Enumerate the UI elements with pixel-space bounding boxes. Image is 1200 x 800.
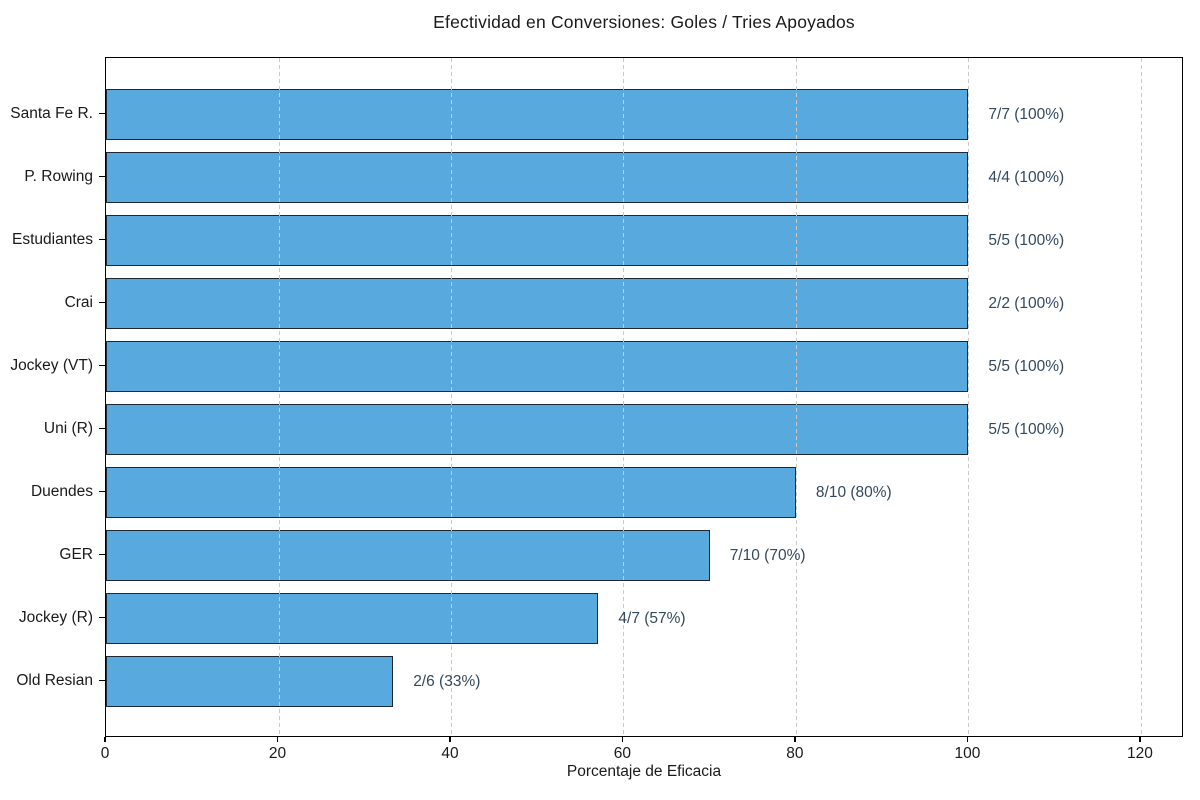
- bar-duendes: [106, 467, 796, 518]
- grid-line: [1140, 58, 1142, 736]
- bar-p-rowing: [106, 152, 969, 203]
- y-tick-mark: [99, 427, 105, 430]
- y-tick-mark: [99, 490, 105, 493]
- y-tick-mark: [99, 238, 105, 241]
- bar-estudiantes: [106, 215, 969, 266]
- x-axis-label: Porcentaje de Eficacia: [566, 763, 722, 780]
- grid-line: [968, 58, 970, 736]
- bar-value-label: 4/7 (57%): [618, 609, 686, 627]
- bar-value-label: 5/5 (100%): [988, 231, 1065, 249]
- y-tick-label: GER: [59, 545, 93, 563]
- grid-line: [623, 58, 625, 736]
- x-tick-label: 60: [613, 745, 632, 762]
- bar-jockey-vt: [106, 341, 969, 392]
- y-tick-label: Estudiantes: [12, 230, 93, 248]
- y-tick-mark: [99, 616, 105, 619]
- y-tick-label: P. Rowing: [24, 167, 93, 185]
- bar-jockey-r: [106, 593, 599, 644]
- bar-value-label: 4/4 (100%): [988, 168, 1065, 186]
- y-tick-mark: [99, 364, 105, 367]
- bar-uni-r: [106, 404, 969, 455]
- y-tick-mark: [99, 112, 105, 115]
- grid-line: [278, 58, 280, 736]
- x-tick-label: 40: [441, 745, 459, 762]
- y-tick-label: Jockey (VT): [10, 356, 93, 374]
- y-tick-mark: [99, 301, 105, 304]
- bar-value-label: 2/6 (33%): [413, 672, 481, 690]
- y-tick-label: Duendes: [30, 482, 93, 500]
- x-tick-label: 20: [268, 745, 287, 762]
- plot-area: 7/7 (100%) 4/4 (100%) 5/5 (100%) 2/2 (100%)…: [105, 57, 1183, 737]
- x-tick-mark: [794, 737, 796, 742]
- y-tick-label: Uni (R): [43, 419, 93, 437]
- y-tick-label: Crai: [64, 293, 93, 311]
- x-tick-label: 100: [954, 745, 981, 762]
- x-tick-mark: [104, 737, 106, 742]
- x-tick-label: 0: [100, 745, 110, 762]
- bar-value-label: 5/5 (100%): [988, 420, 1065, 438]
- y-tick-label: Jockey (R): [18, 608, 93, 626]
- x-tick-mark: [276, 737, 279, 742]
- bar-value-label: 2/2 (100%): [988, 294, 1065, 312]
- bar-santa-fe-r: [106, 89, 969, 140]
- x-tick-label: 80: [786, 745, 804, 762]
- bar-old-resian: [106, 656, 394, 707]
- x-tick-mark: [1139, 737, 1141, 742]
- bar-ger: [106, 530, 710, 581]
- y-tick-mark: [99, 679, 105, 682]
- x-tick-label: 120: [1126, 745, 1153, 762]
- bar-value-label: 8/10 (80%): [815, 483, 892, 501]
- grid-line: [795, 58, 797, 736]
- x-tick-mark: [621, 737, 624, 742]
- x-tick-mark: [966, 737, 969, 742]
- y-tick-label: Old Resian: [16, 671, 93, 689]
- y-tick-mark: [99, 553, 105, 556]
- y-tick-mark: [99, 175, 105, 178]
- chart-title: Efectividad en Conversiones: Goles / Tri…: [433, 12, 855, 32]
- bar-value-label: 7/7 (100%): [988, 105, 1065, 123]
- bar-crai: [106, 278, 969, 329]
- x-tick-mark: [449, 737, 451, 742]
- bar-value-label: 5/5 (100%): [988, 357, 1065, 375]
- y-tick-label: Santa Fe R.: [10, 104, 93, 122]
- bar-value-label: 7/10 (70%): [729, 546, 806, 564]
- grid-line: [451, 58, 452, 736]
